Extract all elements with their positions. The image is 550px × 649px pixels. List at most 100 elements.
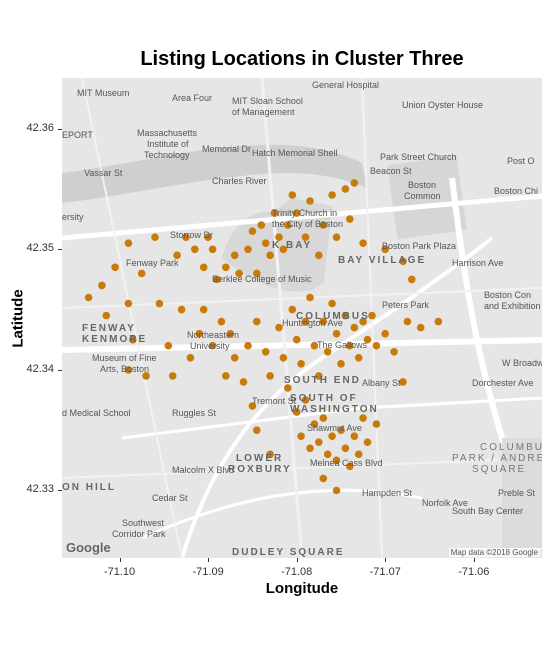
data-point xyxy=(292,209,301,217)
data-point xyxy=(261,348,270,356)
boston-common xyxy=(387,155,467,240)
map-label: General Hospital xyxy=(312,80,380,90)
data-point xyxy=(328,299,336,308)
data-point xyxy=(297,360,305,368)
map-label: Boston Con xyxy=(484,290,532,300)
map-label: ersity xyxy=(62,212,84,222)
data-point xyxy=(195,329,204,338)
data-point xyxy=(359,239,367,247)
data-point xyxy=(306,444,314,453)
y-axis-title: Latitude xyxy=(9,289,27,348)
data-point xyxy=(368,311,376,320)
i93-road xyxy=(449,177,542,550)
data-point xyxy=(151,233,159,241)
data-point xyxy=(199,263,208,272)
data-point xyxy=(230,354,239,362)
data-point xyxy=(284,384,292,392)
data-point xyxy=(315,438,323,447)
data-point xyxy=(177,305,186,314)
x-tick-mark xyxy=(208,558,210,562)
data-point xyxy=(266,372,274,380)
data-point xyxy=(332,486,341,495)
map-label: Berklee College of Music xyxy=(212,274,312,284)
data-point xyxy=(315,251,323,260)
data-point xyxy=(363,335,372,344)
map-label: Albany St xyxy=(362,378,401,388)
side-road-1 xyxy=(81,78,183,558)
data-point xyxy=(319,474,328,483)
map-label: Common xyxy=(404,191,441,201)
malcolm-x-road xyxy=(141,488,423,540)
data-point xyxy=(84,293,93,302)
data-point xyxy=(337,360,345,368)
map-label: and Exhibition xyxy=(484,301,541,311)
map-label: ON HILL xyxy=(62,482,116,493)
map-label: SQUARE xyxy=(472,464,527,475)
map-label: BAY VILLAGE xyxy=(338,255,427,266)
map-label: Post O xyxy=(507,156,535,166)
map-label: Huntington Ave xyxy=(282,318,343,328)
data-point xyxy=(279,245,288,254)
data-point xyxy=(346,462,354,471)
data-point xyxy=(399,378,407,386)
chart-title: Listing Locations in Cluster Three xyxy=(140,48,464,70)
x-tick-label: -71.09 xyxy=(192,566,224,578)
data-point xyxy=(275,233,283,241)
x-tick-mark xyxy=(119,558,121,562)
data-point xyxy=(124,239,133,247)
data-point xyxy=(124,366,133,374)
data-point xyxy=(381,245,390,254)
map-panel[interactable]: MIT Museum Area Four MIT Sloan School of Ma… xyxy=(62,78,542,558)
map-label: SOUTH OF xyxy=(290,393,358,404)
map-label: Area Four xyxy=(172,93,213,103)
data-point xyxy=(288,305,297,314)
data-point xyxy=(230,251,239,260)
map-label: University xyxy=(190,341,230,351)
data-point xyxy=(257,221,266,229)
data-point xyxy=(270,209,279,217)
map-label: Storrow Dr xyxy=(170,230,214,240)
map-label: Corridor Park xyxy=(112,529,166,539)
data-point xyxy=(332,329,341,338)
map-label: Institute of xyxy=(147,139,189,149)
data-point xyxy=(213,275,221,284)
points-layer xyxy=(84,179,443,495)
data-point xyxy=(408,275,416,284)
data-point xyxy=(235,269,243,278)
data-point xyxy=(323,450,332,459)
map-label: Boston xyxy=(408,180,437,190)
data-point xyxy=(204,233,212,241)
map-label: Trinity Church in xyxy=(272,208,338,218)
map-label: Harrison Ave xyxy=(452,258,504,268)
map-label: Southwest xyxy=(122,518,165,528)
map-label: Peters Park xyxy=(382,300,430,310)
data-point xyxy=(403,317,412,326)
data-point xyxy=(275,323,283,332)
data-point xyxy=(155,299,164,308)
data-point xyxy=(350,179,359,187)
map-label: PARK / ANDREW xyxy=(452,453,542,464)
data-point xyxy=(341,311,350,320)
data-point xyxy=(253,269,261,278)
map-label: Arts, Boston xyxy=(100,364,150,374)
data-point xyxy=(434,317,443,326)
data-point xyxy=(363,438,372,447)
map-label: Park Street Church xyxy=(380,152,457,162)
map-label: Memorial Dr xyxy=(202,144,252,154)
mass-ave-road xyxy=(260,78,304,558)
data-point xyxy=(319,414,328,422)
data-point xyxy=(332,456,341,465)
map-label: Boston Park Plaza xyxy=(382,241,457,251)
data-point xyxy=(284,221,292,229)
data-point xyxy=(301,317,310,326)
map-label: Technology xyxy=(144,150,190,160)
map-label: ROXBURY xyxy=(228,464,292,475)
data-point xyxy=(292,335,301,344)
data-point xyxy=(359,317,367,326)
google-logo: Google xyxy=(66,540,111,555)
map-label: Union Oyster House xyxy=(402,100,484,110)
data-point xyxy=(111,263,119,272)
data-point xyxy=(222,263,230,272)
data-point xyxy=(301,396,310,404)
y-tick-mark xyxy=(58,490,62,492)
